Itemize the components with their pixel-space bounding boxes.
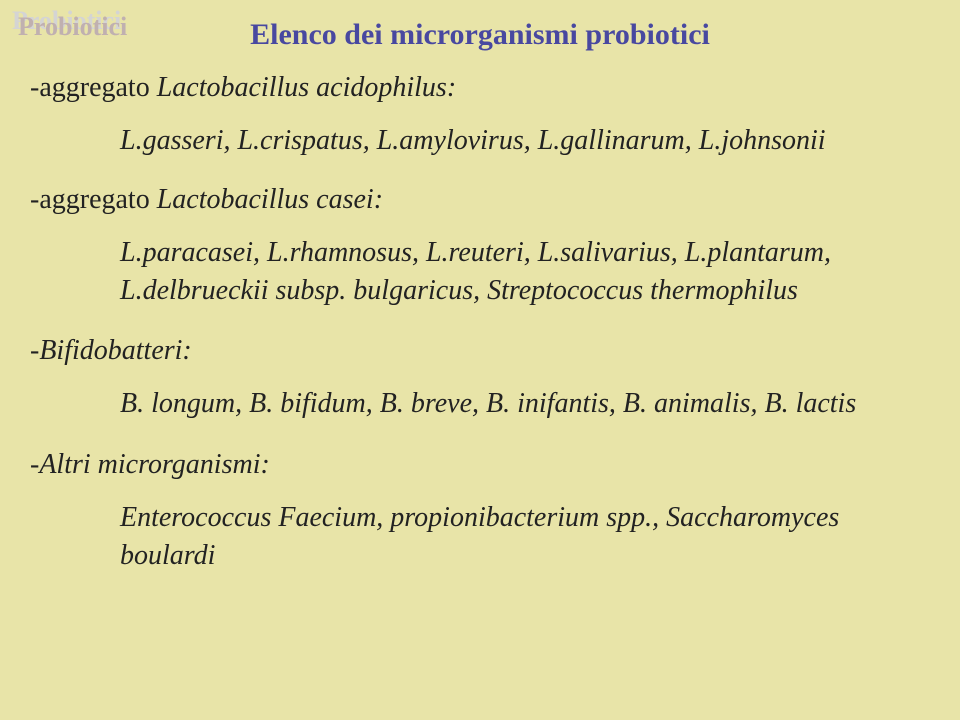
content-area: -aggregato Lactobacillus acidophilus: L.… [0,72,960,575]
section-acidophilus-header: -aggregato Lactobacillus acidophilus: [30,72,930,104]
section-bifido-body: B. longum, B. bifidum, B. breve, B. inif… [120,385,870,423]
section-bifido-header: -Bifidobatteri: [30,335,930,367]
section-altri-body: Enterococcus Faecium, propionibacterium … [120,499,870,575]
section1-prefix: -aggregato [30,72,157,103]
section-acidophilus-body: L.gasseri, L.crispatus, L.amylovirus, L.… [120,122,870,160]
section1-species: Lactobacillus acidophilus: [157,72,456,103]
section-casei-header: -aggregato Lactobacillus casei: [30,184,930,216]
page-title: Elenco dei microrganismi probiotici [0,0,960,52]
section-altri-header: -Altri microrganismi: [30,449,930,481]
section2-species: Lactobacillus casei: [157,184,383,215]
section2-prefix: -aggregato [30,184,157,215]
section-casei-body: L.paracasei, L.rhamnosus, L.reuteri, L.s… [120,234,870,310]
